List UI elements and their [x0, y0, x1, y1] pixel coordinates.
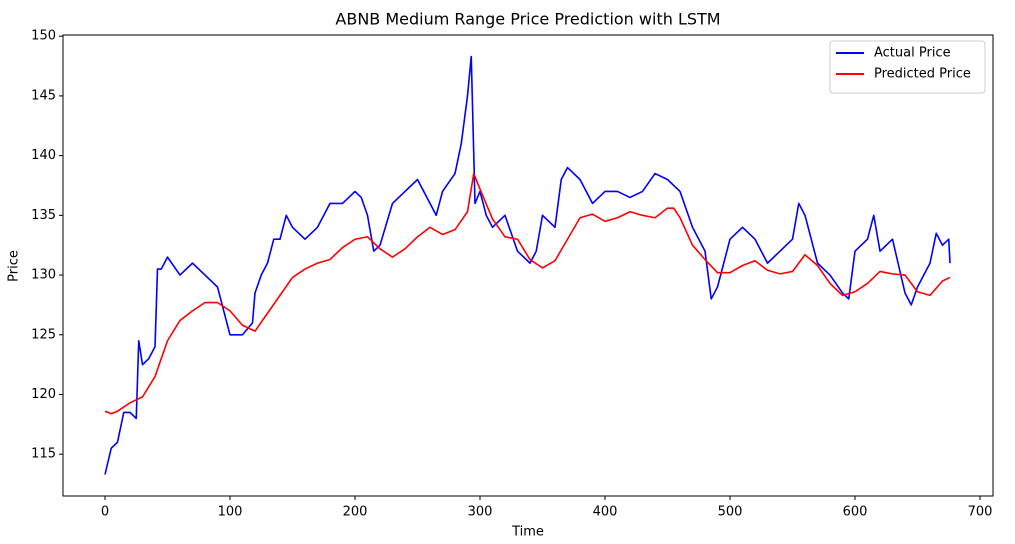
y-axis-label: Price	[7, 250, 22, 282]
y-tick-label: 125	[31, 327, 56, 342]
y-tick-label: 120	[31, 387, 56, 402]
y-tick-label: 130	[31, 268, 56, 283]
line-series	[104, 55, 951, 475]
y-tick-label: 150	[31, 29, 56, 44]
x-tick-label: 100	[218, 505, 243, 520]
line-series	[104, 172, 951, 415]
x-tick-label: 0	[101, 505, 109, 520]
x-axis-label: Time	[511, 525, 544, 540]
legend-box	[829, 40, 986, 94]
plot-frame	[62, 34, 994, 497]
legend: Actual Price Predicted Price	[829, 40, 986, 94]
x-tick-label: 600	[843, 505, 868, 520]
x-tick-label: 300	[468, 505, 493, 520]
legend-label: Actual Price	[874, 46, 951, 61]
y-tick-label: 140	[31, 148, 56, 163]
chart-title: ABNB Medium Range Price Prediction with …	[335, 10, 720, 29]
x-tick-label: 500	[718, 505, 743, 520]
y-tick-label: 135	[31, 208, 56, 223]
x-tick-label: 400	[593, 505, 618, 520]
legend-label: Predicted Price	[874, 67, 971, 82]
x-tick-label: 700	[968, 505, 993, 520]
y-tick-label: 115	[31, 447, 56, 462]
x-tick-label: 200	[343, 505, 368, 520]
y-tick-label: 145	[31, 88, 56, 103]
